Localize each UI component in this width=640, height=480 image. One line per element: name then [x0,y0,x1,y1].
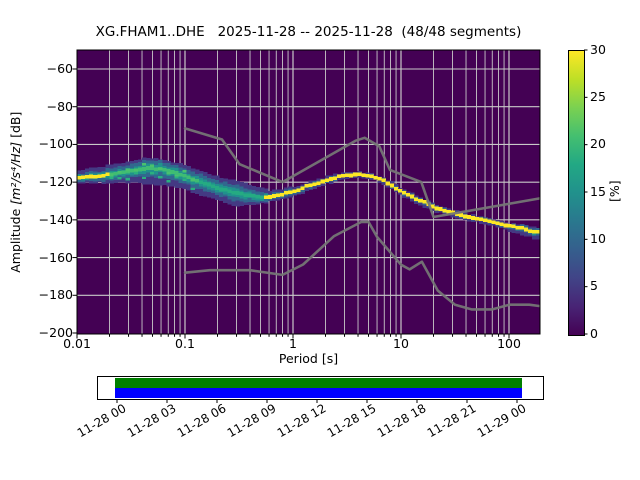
x-tick-label: 100 [497,336,521,351]
x-axis-label: Period [s] [278,351,339,366]
colorbar-tick-label: 30 [590,41,606,57]
x-tick-label: 1 [289,336,297,351]
colorbar-tick-label: 25 [590,88,606,104]
timeline-used-segments-bar [115,388,522,398]
nlnm-line [183,220,540,311]
y-axis-label: Amplitude [m²/s⁴/Hz] [dB] [7,111,23,273]
colorbar-label: [%] [606,180,622,203]
plot-title: XG.FHAM1..DHE 2025-11-28 -- 2025-11-28 (… [95,24,522,40]
y-axis-unit-math: [m²/s⁴/Hz] [7,141,23,205]
nhnm-line [183,127,540,219]
noise-model-lines [183,127,540,311]
ppsd-background [77,50,540,334]
colorbar-tick-label: 15 [590,183,606,199]
y-tick-label: −200 [38,325,73,340]
axis-ticks [72,49,588,403]
colorbar [568,50,585,336]
timeline-coverage-bar [115,378,522,388]
y-tick-label: −100 [38,136,73,152]
colorbar-tick-label: 20 [590,136,606,152]
colorbar-tick-label: 5 [590,278,598,294]
y-tick-label: −120 [38,174,73,190]
y-tick-label: −180 [38,287,73,303]
x-tick-label: 0.01 [63,336,91,351]
plot-border [76,49,541,335]
timeline-coverage-box [97,376,544,400]
y-tick-label: −80 [46,98,73,114]
ppsd-histogram [77,157,540,240]
y-tick-label: −60 [46,61,73,76]
y-tick-label: −140 [38,211,73,227]
colorbar-tick-label: 0 [590,325,598,341]
x-tick-label: 0.1 [175,336,195,351]
colorbar-tick-label: 10 [590,230,606,246]
y-tick-label: −160 [38,249,73,265]
x-tick-label: 10 [393,336,409,351]
